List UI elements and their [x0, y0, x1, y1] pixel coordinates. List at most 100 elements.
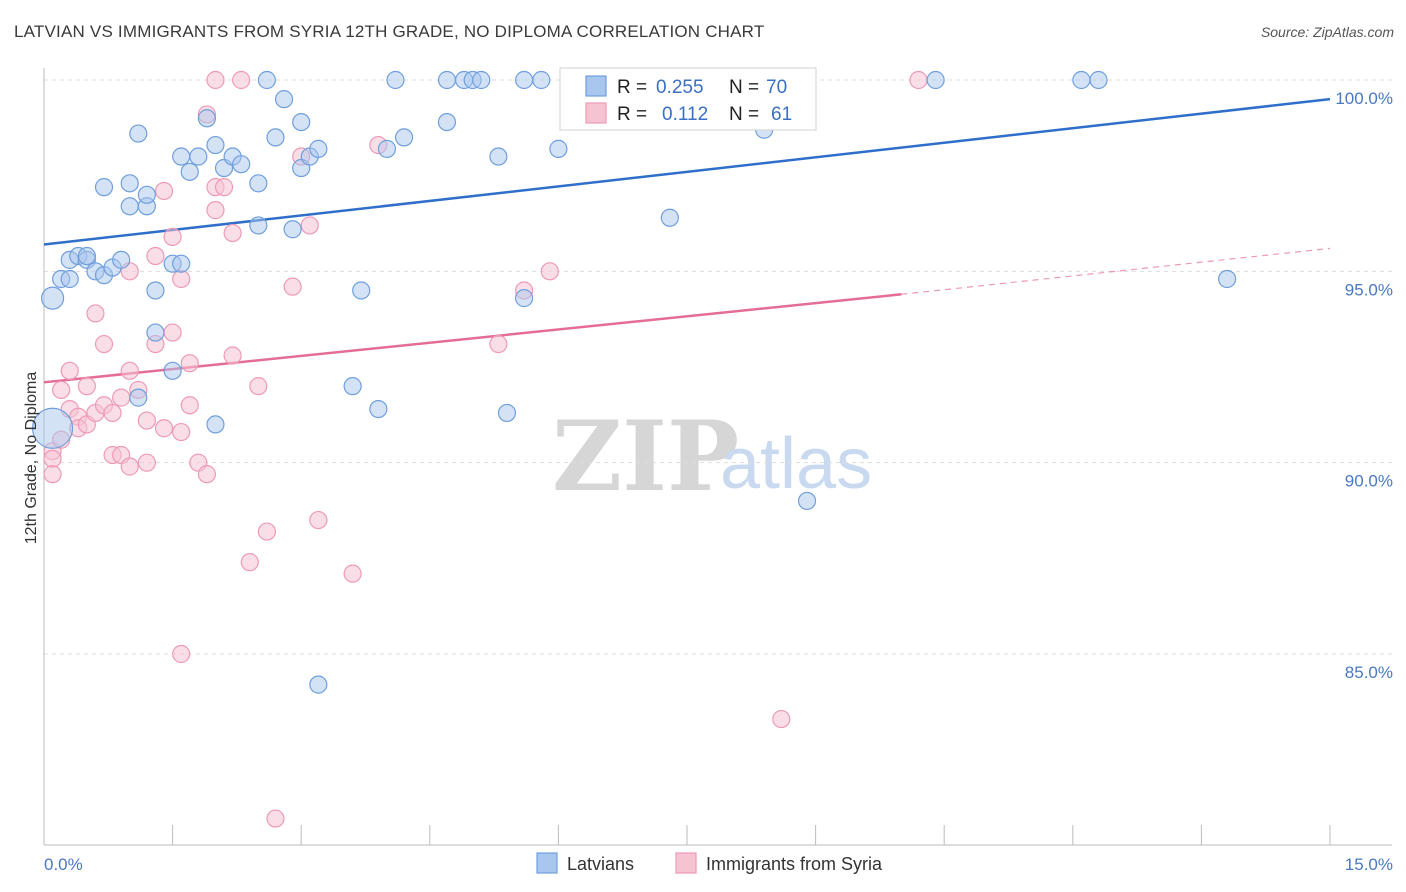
latvians-r-value: 0.255	[656, 77, 704, 98]
stats-legend: R = 0.255 N = 70 R = 0.112 N = 61	[559, 67, 817, 131]
latvians-point	[515, 289, 534, 308]
latvians-point	[352, 281, 371, 300]
source-credit: Source: ZipAtlas.com	[1260, 24, 1394, 40]
latvians-point	[532, 70, 551, 90]
latvians-point	[60, 269, 79, 289]
data-points	[31, 70, 1237, 828]
latvians-point	[197, 109, 216, 128]
axes: 85.0% 90.0% 95.0% 100.0% 0.0% 15.0%	[43, 68, 1393, 874]
latvians-point	[120, 197, 139, 216]
latvians-point	[129, 124, 148, 143]
y-tick-label: 85.0%	[1345, 663, 1393, 682]
watermark-zip: ZIP	[552, 400, 739, 513]
syria-point	[197, 465, 216, 484]
syria-point	[540, 262, 559, 281]
latvians-point	[309, 139, 328, 158]
syria-point	[223, 346, 242, 365]
latvians-point	[257, 70, 277, 90]
series-legend: Latvians Immigrants from Syria	[536, 852, 883, 874]
latvians-point	[472, 70, 491, 90]
latvians-r-label: R =	[617, 77, 647, 98]
syria-point	[266, 809, 285, 828]
latvians-point	[377, 139, 397, 158]
syria-point	[232, 70, 251, 90]
syria-point	[180, 354, 199, 373]
latvians-point	[515, 70, 534, 90]
latvians-point	[112, 250, 131, 269]
y-tick-label: 100.0%	[1335, 89, 1393, 108]
latvians-n-value: 70	[766, 77, 787, 98]
syria-point	[206, 70, 225, 90]
syria-point	[206, 201, 225, 220]
latvians-swatch	[585, 75, 607, 97]
syria-r-value: 0.112	[662, 104, 708, 125]
syria-point	[163, 227, 182, 246]
latvians-point	[660, 208, 679, 227]
syria-point	[60, 361, 79, 380]
syria-point	[86, 304, 105, 323]
latvians-point	[31, 407, 74, 449]
latvians-point	[146, 323, 165, 342]
latvians-point	[283, 220, 302, 239]
legend-syria-label: Immigrants from Syria	[706, 854, 883, 874]
syria-point	[112, 388, 131, 407]
latvians-point	[206, 415, 225, 434]
syria-point	[120, 457, 139, 476]
syria-point	[180, 396, 199, 415]
latvians-point	[77, 246, 96, 266]
syria-point	[137, 411, 156, 430]
syria-point	[172, 269, 191, 289]
latvians-point	[386, 70, 405, 90]
latvians-point	[249, 174, 268, 193]
latvians-point	[266, 128, 285, 147]
latvians-point	[189, 147, 208, 166]
syria-point	[489, 334, 508, 354]
y-tick-label: 90.0%	[1345, 472, 1393, 491]
latvians-point	[120, 174, 139, 193]
syria-point	[43, 465, 62, 484]
syria-point	[909, 70, 928, 90]
syria-point	[172, 422, 191, 442]
latvians-point	[549, 139, 568, 158]
latvians-point	[172, 147, 191, 166]
latvians-point	[40, 286, 65, 310]
syria-swatch	[585, 102, 607, 124]
latvians-point	[926, 70, 945, 90]
latvians-point	[343, 377, 362, 396]
y-axis-label: 12th Grade, No Diploma	[23, 372, 40, 545]
x-tick-label-max: 15.0%	[1345, 855, 1393, 874]
syria-point	[120, 361, 139, 380]
syria-point	[137, 453, 156, 472]
latvians-point	[437, 112, 457, 132]
syria-n-value: 61	[771, 104, 792, 125]
syria-point	[43, 449, 62, 468]
latvians-point	[1072, 70, 1091, 90]
syria-point	[214, 178, 234, 197]
watermark-atlas: atlas	[720, 424, 872, 504]
syria-point	[146, 246, 165, 266]
syria-r-label: R =	[617, 104, 647, 125]
y-tick-label: 95.0%	[1345, 280, 1393, 299]
latvians-point	[797, 491, 817, 511]
latvians-point	[146, 281, 165, 300]
syria-point	[283, 277, 302, 296]
legend-latvians-swatch	[536, 852, 558, 874]
legend-latvians-label: Latvians	[567, 854, 634, 874]
latvians-point	[394, 128, 414, 147]
latvians-point	[274, 90, 294, 109]
syria-point	[172, 644, 191, 664]
syria-point	[52, 380, 71, 400]
latvians-point	[437, 70, 457, 90]
syria-n-label: N =	[729, 104, 759, 125]
syria-point	[300, 216, 319, 235]
latvians-point	[232, 155, 251, 174]
latvians-point	[137, 185, 156, 204]
syria-point	[257, 522, 277, 541]
latvians-point	[369, 399, 388, 419]
syria-point	[223, 223, 242, 243]
latvians-point	[172, 254, 191, 273]
latvians-point	[94, 178, 114, 197]
syria-point	[154, 181, 174, 201]
syria-point	[309, 510, 328, 530]
